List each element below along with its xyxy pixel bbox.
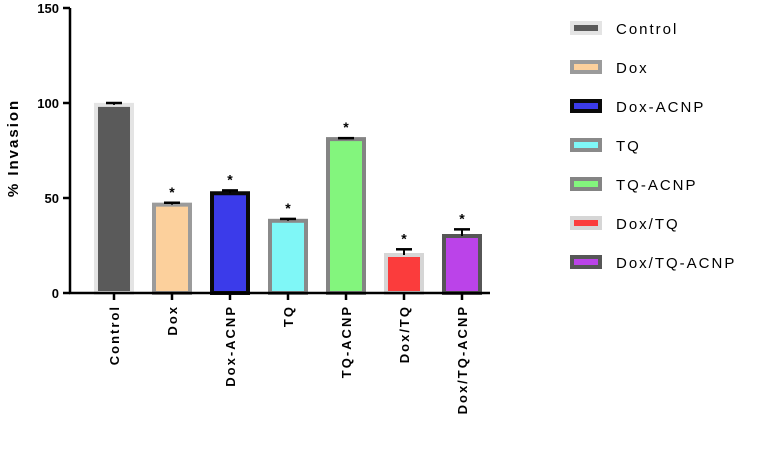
legend-swatch-tq bbox=[570, 138, 602, 152]
bar-dox-acnp bbox=[210, 191, 250, 295]
significance-marker-dox-acnp: * bbox=[227, 171, 233, 187]
legend-item-dox: Dox bbox=[570, 60, 649, 77]
y-axis-label: % Invasion bbox=[5, 99, 22, 197]
bar-group-tq-acnp: * bbox=[326, 119, 366, 295]
significance-marker-dox-tq: * bbox=[401, 230, 407, 246]
legend-swatch-control bbox=[570, 21, 602, 35]
legend-label-tq-acnp: TQ-ACNP bbox=[616, 177, 698, 194]
legend-label-dox-acnp: Dox-ACNP bbox=[616, 99, 705, 116]
x-tick-label-tq-acnp: TQ-ACNP bbox=[339, 305, 354, 378]
bar-dox-tq-acnp bbox=[442, 234, 482, 295]
bar-group-dox-tq-acnp: * bbox=[442, 210, 482, 295]
bar-group-dox: * bbox=[152, 184, 192, 295]
legend-item-dox-tq-acnp: Dox/TQ-ACNP bbox=[570, 255, 736, 272]
legend-item-tq-acnp: TQ-ACNP bbox=[570, 177, 698, 194]
legend-item-control: Control bbox=[570, 21, 678, 38]
bar-dox bbox=[152, 202, 192, 295]
y-tick-label-150: 150 bbox=[37, 1, 59, 16]
y-tick-label-100: 100 bbox=[37, 96, 59, 111]
bar-tq bbox=[268, 218, 308, 295]
legend-item-dox-tq: Dox/TQ bbox=[570, 216, 680, 233]
x-tick-label-control: Control bbox=[107, 305, 122, 365]
y-tick-label-50: 50 bbox=[45, 191, 59, 206]
significance-marker-dox-tq-acnp: * bbox=[459, 210, 465, 226]
significance-marker-tq: * bbox=[285, 200, 291, 216]
legend-label-dox-tq: Dox/TQ bbox=[616, 216, 680, 233]
x-tick-label-dox-tq: Dox/TQ bbox=[397, 305, 412, 363]
legend-swatch-dox bbox=[570, 60, 602, 74]
legend-swatch-dox-acnp bbox=[570, 99, 602, 113]
legend-label-dox: Dox bbox=[616, 60, 649, 77]
significance-marker-tq-acnp: * bbox=[343, 119, 349, 135]
legend-item-tq: TQ bbox=[570, 138, 641, 155]
bar-tq-acnp bbox=[326, 137, 366, 295]
legend-swatch-dox-tq-acnp bbox=[570, 255, 602, 269]
bar-group-tq: * bbox=[268, 200, 308, 295]
x-tick-label-dox-acnp: Dox-ACNP bbox=[223, 305, 238, 387]
x-axis: Control Dox Dox-ACNP TQ TQ-ACNP Dox/TQ Dox/TQ-… bbox=[69, 291, 490, 414]
bars: * * * * * * bbox=[94, 101, 482, 296]
significance-marker-dox: * bbox=[169, 184, 175, 200]
bar-dox-tq bbox=[384, 253, 424, 295]
legend-swatch-tq-acnp bbox=[570, 177, 602, 191]
legend: Control Dox Dox-ACNP TQ TQ-ACNP Dox/TQ Dox/TQ-… bbox=[570, 21, 736, 272]
x-tick-label-dox: Dox bbox=[165, 305, 180, 336]
legend-item-dox-acnp: Dox-ACNP bbox=[570, 99, 705, 116]
legend-swatch-dox-tq bbox=[570, 216, 602, 230]
legend-label-tq: TQ bbox=[616, 138, 641, 155]
x-tick-label-tq: TQ bbox=[281, 305, 296, 327]
legend-label-control: Control bbox=[616, 21, 678, 38]
y-tick-label-0: 0 bbox=[52, 286, 59, 301]
bar-group-dox-tq: * bbox=[384, 230, 424, 295]
bar-control bbox=[94, 102, 134, 296]
bar-group-control bbox=[94, 101, 134, 296]
x-tick-label-dox-tq-acnp: Dox/TQ-ACNP bbox=[455, 305, 470, 414]
bar-group-dox-acnp: * bbox=[210, 171, 250, 295]
legend-label-dox-tq-acnp: Dox/TQ-ACNP bbox=[616, 255, 736, 272]
y-axis: 0 50 100 150 bbox=[37, 1, 72, 301]
